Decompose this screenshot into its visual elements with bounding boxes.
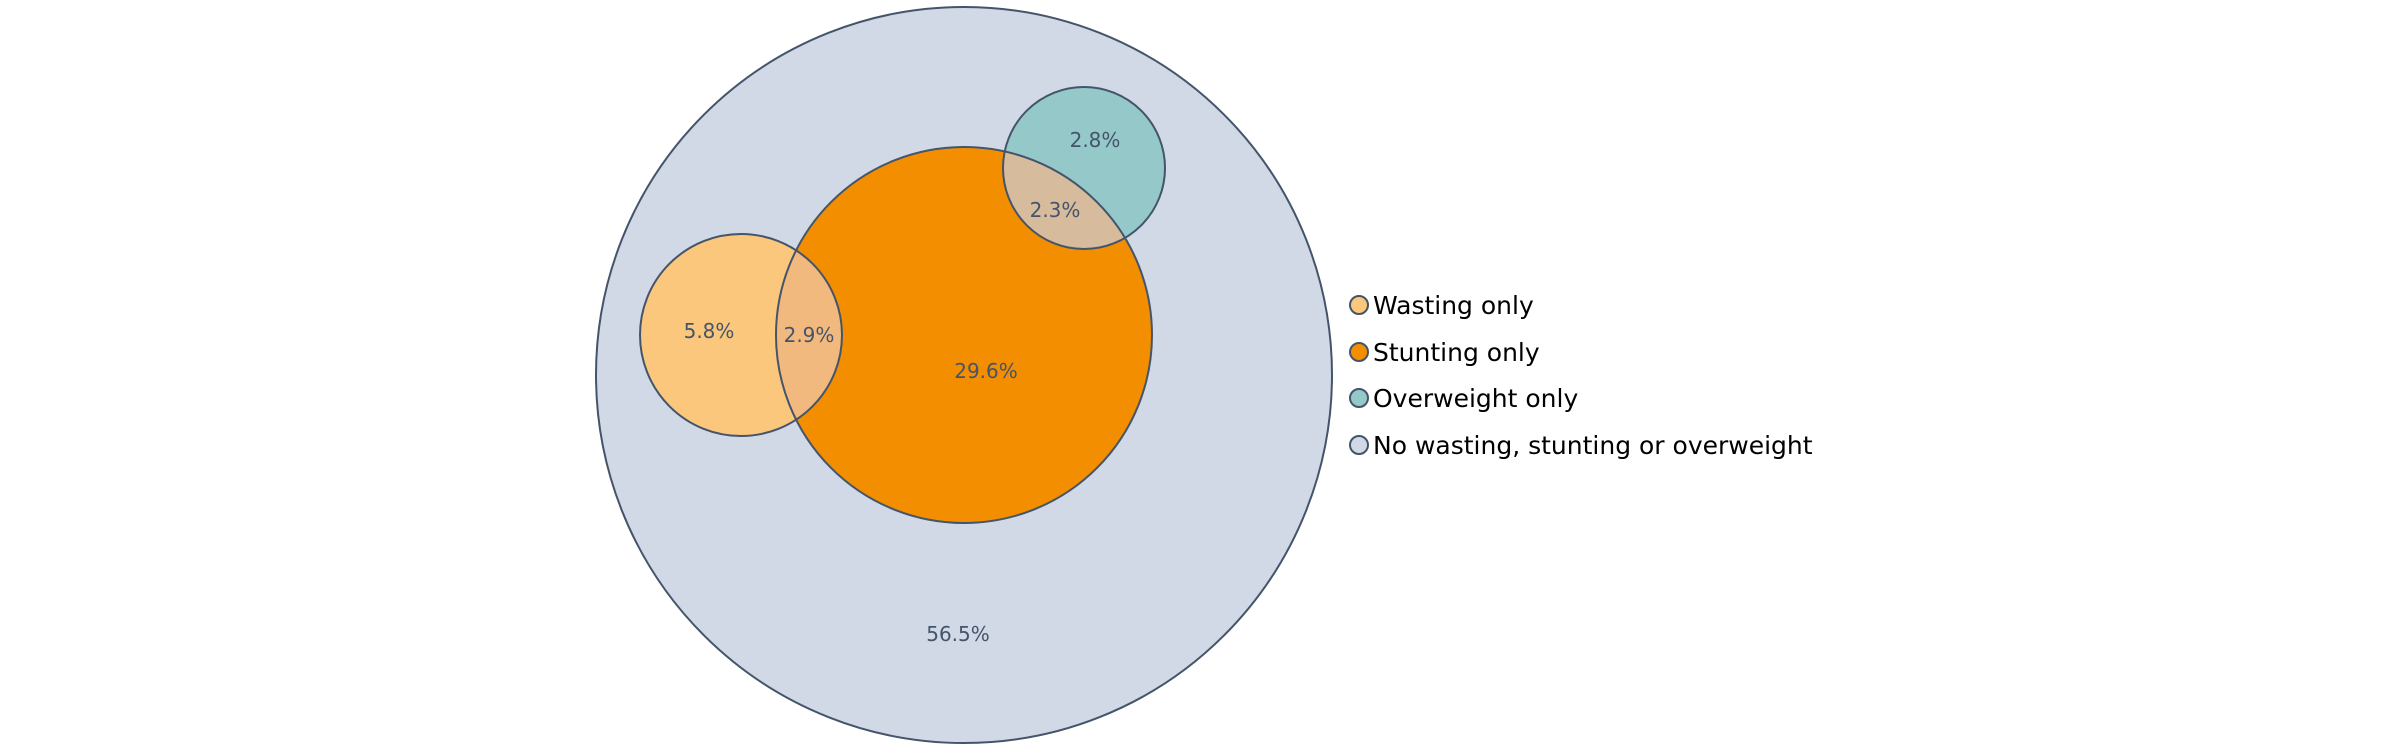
label-stunting-only: 29.6%: [954, 359, 1018, 383]
legend-label-none: No wasting, stunting or overweight: [1373, 431, 1813, 460]
outline-overweight: [1002, 86, 1166, 250]
outline-stunting: [775, 146, 1153, 524]
outline-total: [595, 6, 1333, 744]
label-wasting-only: 5.8%: [684, 319, 735, 343]
label-wasting-and-stunting: 2.9%: [784, 323, 835, 347]
label-none: 56.5%: [926, 622, 990, 646]
legend-item-wasting: Wasting only: [1349, 291, 1534, 320]
legend-marker-wasting: [1349, 295, 1369, 315]
circle-outlines: [595, 6, 1333, 744]
legend-item-none: No wasting, stunting or overweight: [1349, 431, 1813, 460]
legend-marker-none: [1349, 435, 1369, 455]
outline-wasting: [639, 233, 843, 437]
legend: Wasting only Stunting only Overweight on…: [1349, 291, 1813, 460]
legend-label-overweight: Overweight only: [1373, 384, 1578, 413]
label-overweight-only: 2.8%: [1070, 128, 1121, 152]
legend-label-wasting: Wasting only: [1373, 291, 1534, 320]
legend-marker-stunting: [1349, 342, 1369, 362]
legend-item-overweight: Overweight only: [1349, 384, 1578, 413]
legend-label-stunting: Stunting only: [1373, 338, 1540, 367]
label-stunting-and-overweight: 2.3%: [1030, 198, 1081, 222]
overlap-stunting-overweight: [1003, 147, 1152, 249]
legend-marker-overweight: [1349, 388, 1369, 408]
legend-item-stunting: Stunting only: [1349, 338, 1540, 367]
